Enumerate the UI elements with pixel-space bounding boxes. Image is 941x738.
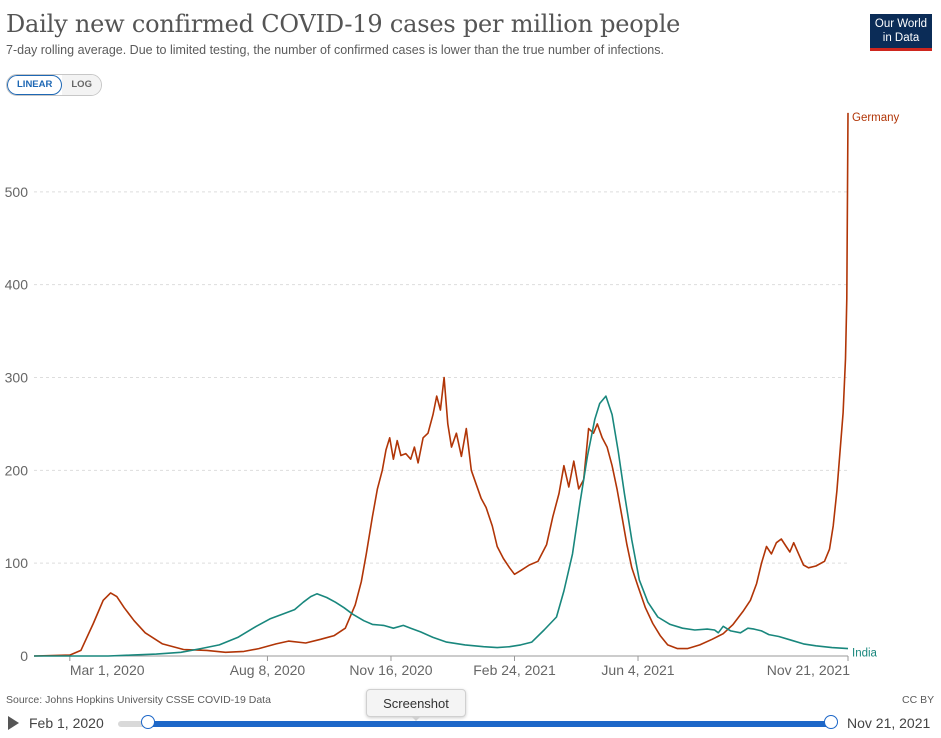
timeline-start-date: Feb 1, 2020 xyxy=(29,715,104,731)
logo-line-1: Our World xyxy=(874,18,928,30)
logo-line-2: in Data xyxy=(882,32,920,44)
x-tick-label-3: Feb 24, 2021 xyxy=(473,662,556,678)
timeline-end-handle[interactable] xyxy=(824,715,838,729)
owid-logo[interactable]: Our World in Data xyxy=(870,14,932,51)
series-layer xyxy=(33,112,849,657)
log-scale-button[interactable]: LOG xyxy=(62,75,101,95)
chart-title: Daily new confirmed COVID-19 cases per m… xyxy=(6,10,681,38)
series-labels: Germany India xyxy=(852,112,900,660)
y-tick-label-500: 500 xyxy=(5,184,29,200)
play-icon[interactable] xyxy=(8,716,19,730)
source-note: Source: Johns Hopkins University CSSE CO… xyxy=(6,694,271,706)
linear-scale-button[interactable]: LINEAR xyxy=(7,75,63,95)
grid-layer: 0 100 200 300 400 500 xyxy=(5,184,848,664)
y-tick-label-400: 400 xyxy=(5,277,29,293)
x-tick-label-2: Nov 16, 2020 xyxy=(349,662,432,678)
y-tick-label-200: 200 xyxy=(5,462,29,478)
y-tick-label-300: 300 xyxy=(5,370,29,386)
timeline-start-handle[interactable] xyxy=(141,715,155,729)
x-tick-label-0: Mar 1, 2020 xyxy=(70,662,145,678)
timeline-end-date: Nov 21, 2021 xyxy=(847,715,931,731)
y-tick-label-100: 100 xyxy=(5,555,29,571)
timeline-selected-range[interactable] xyxy=(148,721,831,727)
tooltip-arrow xyxy=(411,716,421,721)
x-tick-label-1: Aug 8, 2020 xyxy=(230,662,306,678)
scale-toggle: LINEAR LOG xyxy=(6,74,102,96)
license-link[interactable]: CC BY xyxy=(902,694,935,706)
x-axis: Mar 1, 2020 Aug 8, 2020 Nov 16, 2020 Feb 24… xyxy=(34,655,850,678)
screenshot-tooltip: Screenshot xyxy=(366,689,466,717)
series-label-germany: Germany xyxy=(852,112,900,124)
chart-subtitle: 7-day rolling average. Due to limited te… xyxy=(6,43,664,57)
line-chart: 0 100 200 300 400 500 Mar 1, 2020 Aug 8, 2020 N… xyxy=(5,112,900,678)
x-tick-label-5: Nov 21, 2021 xyxy=(767,662,850,678)
x-tick-label-4: Jun 4, 2021 xyxy=(601,662,674,678)
series-line-germany xyxy=(33,112,849,657)
y-tick-label-0: 0 xyxy=(20,648,28,664)
series-label-india: India xyxy=(852,648,878,660)
series-line-india xyxy=(34,395,849,657)
